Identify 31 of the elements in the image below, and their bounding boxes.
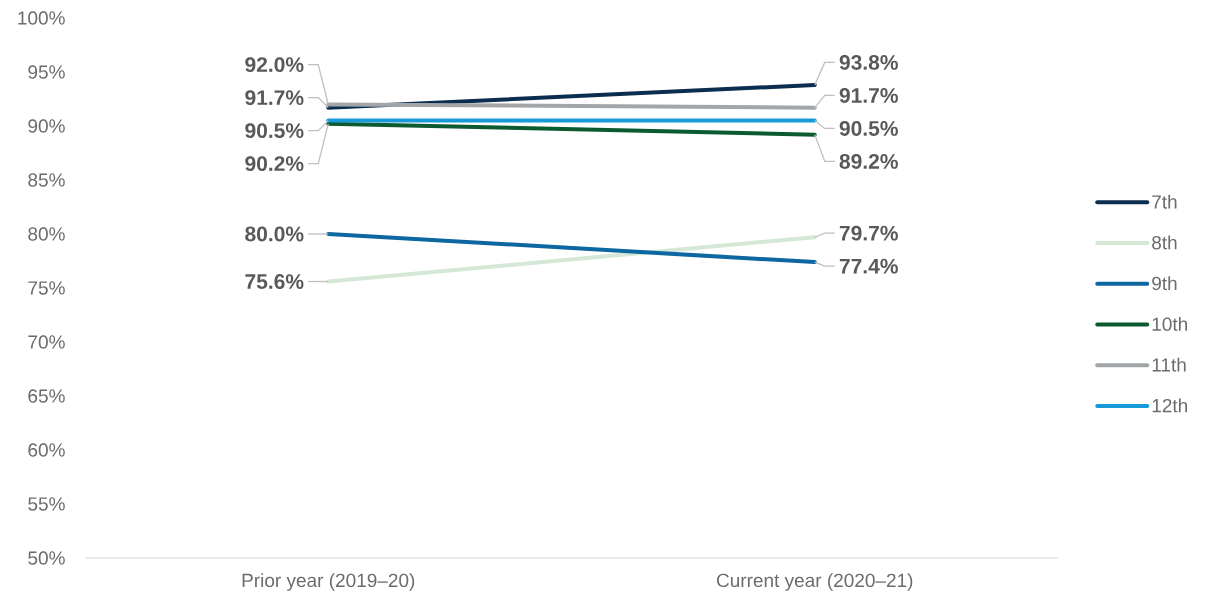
data-label: 92.0% <box>245 57 304 73</box>
y-tick-label: 70% <box>28 335 65 349</box>
y-tick-label: 90% <box>28 119 65 133</box>
y-tick-label: 85% <box>28 173 65 187</box>
y-tick-label: 75% <box>28 281 65 295</box>
data-label: 90.2% <box>245 156 304 172</box>
data-label: 91.7% <box>839 88 898 103</box>
data-label: 75.6% <box>245 274 304 289</box>
y-tick-label: 60% <box>28 443 65 457</box>
legend-label: 10th <box>1152 316 1187 331</box>
data-label: 91.7% <box>245 90 304 106</box>
y-tick-label: 65% <box>28 389 65 403</box>
legend-label: 7th <box>1152 194 1177 209</box>
y-tick-label: 55% <box>28 497 65 511</box>
legend-label: 12th <box>1152 398 1187 413</box>
data-label: 93.8% <box>839 55 898 70</box>
y-tick-label: 100% <box>18 11 65 25</box>
data-label: 90.5% <box>839 121 898 136</box>
x-tick-label: Prior year (2019–20) <box>242 573 415 591</box>
data-label: 89.2% <box>839 154 898 169</box>
legend-label: 11th <box>1152 357 1186 372</box>
data-label: 80.0% <box>245 226 304 242</box>
legend-label: 9th <box>1152 276 1177 291</box>
data-label: 77.4% <box>839 258 898 274</box>
data-label: 90.5% <box>245 123 304 139</box>
y-tick-label: 80% <box>28 227 65 241</box>
x-tick-label: Current year (2020–21) <box>716 573 913 591</box>
y-tick-label: 50% <box>28 551 65 565</box>
y-tick-label: 95% <box>28 65 65 79</box>
data-label: 79.7% <box>839 225 898 241</box>
legend-label: 8th <box>1152 235 1177 250</box>
